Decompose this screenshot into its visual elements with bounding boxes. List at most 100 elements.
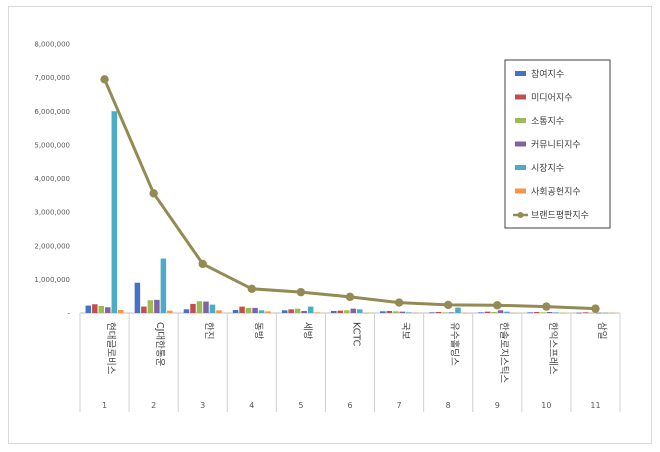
bar-6-3 bbox=[216, 310, 222, 313]
brand-index-point-4 bbox=[247, 284, 257, 293]
bar-2-2 bbox=[141, 306, 147, 313]
bar-5-1 bbox=[111, 111, 118, 313]
bar-5-4 bbox=[258, 310, 265, 313]
legend-swatch-5 bbox=[515, 165, 526, 170]
bar-3-1 bbox=[98, 305, 105, 313]
bar-2-7 bbox=[386, 310, 393, 313]
bar-2-5 bbox=[288, 309, 294, 313]
legend-label: 시장지수 bbox=[531, 163, 564, 174]
bar-5-11 bbox=[602, 312, 608, 314]
brand-index-point-2 bbox=[149, 189, 158, 198]
category-index: 3 bbox=[200, 401, 205, 410]
bar-3-2 bbox=[147, 300, 154, 313]
category-label: CJ대한통운 bbox=[154, 322, 165, 367]
legend-swatch-3 bbox=[515, 118, 526, 123]
brand-index-point-11 bbox=[591, 304, 600, 313]
bar-1-2 bbox=[134, 282, 141, 313]
category-label: 동방 bbox=[252, 322, 263, 340]
bar-4-8 bbox=[448, 312, 455, 314]
bar-1-6 bbox=[331, 310, 337, 313]
category-label: 한진 bbox=[203, 322, 214, 339]
bar-3-11 bbox=[589, 312, 595, 314]
bar-2-8 bbox=[435, 311, 442, 313]
legend-label: 참여지수 bbox=[531, 68, 564, 80]
brand-index-point-5 bbox=[296, 287, 306, 297]
bar-3-4 bbox=[245, 307, 252, 313]
legend-label: 사회공헌지수 bbox=[531, 187, 581, 198]
bar-1-10 bbox=[527, 312, 533, 314]
bar-3-9 bbox=[491, 311, 497, 313]
bar-1-4 bbox=[232, 309, 239, 313]
brand-index-point-7 bbox=[394, 298, 404, 307]
bar-5-10 bbox=[553, 312, 559, 314]
bar-4-4 bbox=[252, 307, 258, 313]
category-index: 2 bbox=[151, 401, 156, 410]
category-index: 10 bbox=[541, 401, 551, 410]
bar-6-9 bbox=[510, 312, 517, 314]
bar-1-1 bbox=[85, 305, 92, 313]
bar-5-8 bbox=[455, 307, 461, 313]
y-tick-label: 8,000,000 bbox=[34, 41, 70, 49]
category-label: 유수홀딩스 bbox=[449, 322, 461, 366]
y-tick-label: 1,000,000 bbox=[34, 276, 70, 284]
legend-label: 소통지수 bbox=[531, 116, 564, 127]
y-tick-label: 2,000,000 bbox=[34, 242, 70, 250]
legend-label: 커뮤니티지수 bbox=[531, 140, 581, 151]
category-index: 8 bbox=[446, 401, 451, 410]
bar-4-3 bbox=[203, 301, 209, 313]
category-label: KCTC bbox=[351, 322, 362, 347]
category-label: 삼일 bbox=[596, 322, 607, 339]
bar-2-3 bbox=[190, 303, 196, 313]
legend-swatch-1 bbox=[515, 71, 526, 76]
category-index: 1 bbox=[102, 401, 107, 410]
category-index: 4 bbox=[249, 401, 254, 410]
bar-3-6 bbox=[344, 310, 350, 313]
bar-5-7 bbox=[406, 312, 412, 314]
brand-index-point-1 bbox=[100, 75, 109, 84]
bar-4-10 bbox=[546, 311, 553, 313]
legend-swatch-6 bbox=[515, 188, 526, 194]
bar-4-1 bbox=[105, 307, 111, 313]
bar-6-4 bbox=[265, 311, 271, 313]
bar-1-8 bbox=[429, 312, 435, 314]
bar-1-11 bbox=[576, 312, 582, 314]
y-tick-label: 4,000,000 bbox=[34, 175, 70, 183]
bar-6-6 bbox=[363, 312, 369, 314]
bar-2-11 bbox=[582, 312, 589, 314]
bar-6-11 bbox=[608, 312, 615, 314]
brand-index-point-9 bbox=[493, 301, 502, 310]
y-tick-label: 3,000,000 bbox=[34, 209, 70, 217]
brand-index-point-8 bbox=[443, 300, 453, 310]
category-label: 한솔로지스틱스 bbox=[498, 322, 510, 383]
category-index: 7 bbox=[397, 401, 402, 410]
bar-3-8 bbox=[442, 312, 448, 314]
category-label: 한익스프레스 bbox=[547, 322, 559, 375]
y-tick-label: 7,000,000 bbox=[34, 74, 70, 82]
bar-3-7 bbox=[393, 311, 399, 313]
bar-4-2 bbox=[154, 299, 160, 313]
legend-swatch-2 bbox=[515, 94, 526, 100]
bar-2-1 bbox=[92, 304, 98, 313]
legend-label: 미디어지수 bbox=[531, 93, 572, 104]
bar-6-5 bbox=[314, 312, 320, 314]
bar-2-6 bbox=[337, 310, 343, 313]
category-label: 현대글로비스 bbox=[105, 322, 116, 375]
category-index: 6 bbox=[347, 401, 352, 410]
bar-2-4 bbox=[239, 306, 245, 313]
bar-5-5 bbox=[307, 306, 314, 313]
bar-4-5 bbox=[301, 310, 307, 313]
y-tick-label: 6,000,000 bbox=[34, 108, 70, 116]
bar-6-10 bbox=[559, 312, 566, 314]
bar-4-7 bbox=[399, 311, 406, 313]
category-label: 세방 bbox=[301, 322, 312, 340]
brand-index-point-3 bbox=[198, 259, 207, 269]
bar-4-6 bbox=[350, 308, 356, 313]
bar-5-9 bbox=[504, 311, 510, 313]
bar-1-5 bbox=[281, 310, 288, 313]
category-index: 5 bbox=[298, 401, 303, 410]
legend-line-marker bbox=[517, 212, 524, 218]
bar-1-9 bbox=[478, 312, 484, 314]
category-index: 9 bbox=[495, 401, 500, 410]
bar-6-1 bbox=[118, 309, 124, 313]
